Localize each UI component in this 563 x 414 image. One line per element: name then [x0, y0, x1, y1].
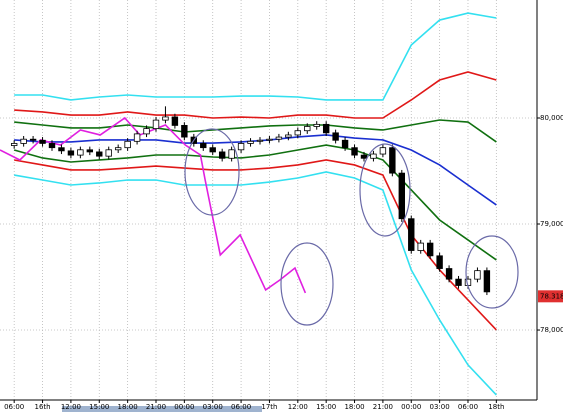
candle-body — [247, 140, 254, 144]
indicator-line — [14, 159, 497, 331]
last-price-label: 78.318 — [540, 292, 563, 300]
x-tick-label: 06:00 — [231, 403, 251, 411]
candle-body — [341, 139, 349, 149]
scrollbar[interactable] — [62, 406, 262, 412]
candle-body — [152, 119, 160, 129]
candle-body — [370, 153, 377, 159]
x-tick-label: 03:00 — [430, 403, 450, 411]
candle-body — [285, 134, 292, 138]
candle-body — [86, 149, 94, 153]
candle-body — [20, 138, 27, 144]
candle-body — [379, 147, 387, 155]
candle-body — [48, 143, 56, 149]
indicator-line — [0, 116, 307, 294]
candle-body — [294, 130, 302, 136]
candle-body — [256, 139, 264, 142]
candle-body — [209, 147, 216, 153]
x-tick-label: 16th — [34, 403, 50, 411]
candle-body — [313, 123, 320, 127]
x-tick-label: 21:00 — [373, 403, 393, 411]
x-tick-label: 06:00 — [4, 403, 24, 411]
last-price-box — [538, 290, 563, 303]
candle-body — [389, 147, 396, 174]
x-tick-label: 00:00 — [174, 403, 194, 411]
candle-body — [483, 270, 491, 293]
x-tick-label: 06:00 — [458, 403, 478, 411]
highlight-ellipse — [359, 143, 411, 237]
candle-body — [304, 126, 311, 132]
candle-body — [162, 116, 169, 121]
x-tick-label: 15:00 — [316, 403, 336, 411]
highlight-ellipse — [280, 242, 334, 326]
indicator-line — [14, 12, 497, 101]
indicator-line — [14, 71, 497, 119]
candle-body — [96, 151, 103, 157]
candle-body — [266, 138, 273, 141]
candle-body — [77, 149, 84, 156]
candle-body — [39, 139, 46, 144]
indicator-line — [14, 119, 497, 143]
candle-body — [143, 128, 150, 135]
candle-body — [10, 143, 18, 146]
candle-body — [455, 278, 462, 286]
candle-body — [29, 138, 37, 141]
candle-body — [426, 242, 434, 257]
x-tick-label: 12:00 — [288, 403, 308, 411]
candle-body — [133, 133, 141, 142]
candle-body — [124, 140, 131, 149]
x-tick-label: 12:00 — [61, 403, 81, 411]
y-tick-label: 78,000 — [540, 326, 563, 334]
candle-body — [228, 149, 235, 159]
candle-body — [237, 143, 245, 151]
candle-body — [436, 255, 443, 269]
highlight-ellipse — [184, 128, 240, 216]
x-tick-label: 17th — [261, 403, 277, 411]
candle-body — [332, 132, 339, 141]
candle-body — [105, 149, 112, 157]
y-tick-label: 79,000 — [540, 220, 563, 228]
annotations — [184, 128, 519, 326]
x-tick-label: 03:00 — [203, 403, 223, 411]
candle-body — [417, 242, 424, 251]
candle-body — [67, 150, 75, 156]
indicator-line — [14, 134, 497, 206]
x-tick-label: 18th — [488, 403, 504, 411]
plot-area — [0, 0, 537, 400]
candle-body — [360, 154, 368, 159]
x-tick-label: 15:00 — [89, 403, 109, 411]
candle-body — [181, 125, 188, 138]
x-tick-label: 21:00 — [146, 403, 166, 411]
candle-body — [351, 147, 358, 156]
x-tick-label: 00:00 — [401, 403, 421, 411]
candle-body — [218, 151, 226, 159]
x-tick-label: 18:00 — [344, 403, 364, 411]
highlight-ellipse — [465, 235, 519, 309]
candle-body — [200, 143, 207, 149]
indicator-line — [13, 144, 497, 261]
candle-body — [58, 147, 65, 152]
candle-body — [322, 123, 330, 134]
indicator-line — [14, 171, 497, 396]
candle-body — [445, 268, 453, 280]
candle-body — [114, 147, 122, 151]
y-tick-label: 80,000 — [540, 114, 563, 122]
x-tick-label: 18:00 — [118, 403, 138, 411]
candle-body — [275, 136, 283, 140]
candle-body — [398, 172, 406, 220]
candle-body — [408, 218, 415, 251]
candle-body — [171, 116, 179, 126]
candle-body — [474, 270, 481, 280]
